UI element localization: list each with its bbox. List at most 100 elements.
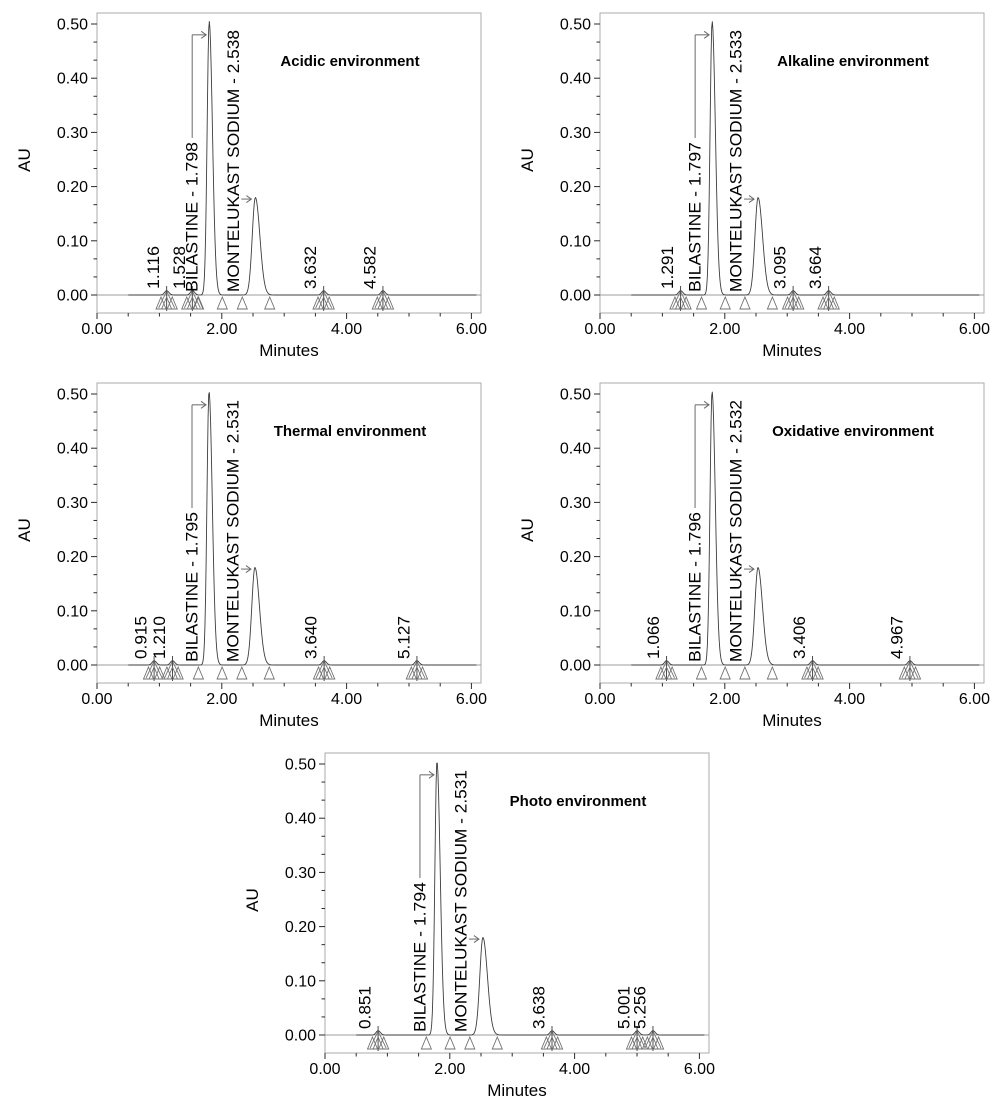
- integration-triangle: [766, 295, 779, 310]
- y-tick-label: 0.00: [560, 658, 591, 675]
- chromatogram-trace: [128, 392, 477, 666]
- y-tick-label: 0.20: [560, 549, 591, 566]
- y-tick-label: 0.10: [560, 603, 591, 620]
- integration-triangle: [898, 665, 910, 680]
- chromatogram-trace: [128, 21, 477, 296]
- y-tick-label: 0.20: [285, 919, 316, 936]
- integration-triangle: [674, 295, 687, 310]
- integration-triangle: [264, 295, 276, 310]
- arrowhead-icon: [245, 565, 252, 573]
- peak-rt-label: 1.116: [144, 246, 163, 289]
- peak-group: MONTELUKAST SODIUM - 2.531: [451, 770, 503, 1050]
- integration-triangle: [904, 665, 916, 680]
- x-axis: 0.00 2.00 4.00 6.00: [309, 1053, 715, 1078]
- integration-triangle: [812, 665, 824, 680]
- arrowhead-icon: [473, 935, 480, 943]
- integration-triangle: [317, 295, 330, 310]
- integration-triangle: [324, 665, 336, 680]
- peak-rt-label: 4.967: [887, 616, 906, 659]
- integration-triangle: [192, 295, 205, 310]
- integration-triangle: [652, 1035, 665, 1050]
- x-tick-label: 6.00: [959, 691, 990, 708]
- peak-rt-label: 4.582: [360, 246, 379, 289]
- x-axis: 0.00 2.00 4.00 6.00: [584, 313, 990, 338]
- integration-triangle: [166, 665, 179, 680]
- y-tick-label: 0.20: [560, 179, 591, 196]
- integration-triangle: [625, 1035, 638, 1050]
- integration-triangle: [793, 295, 805, 310]
- y-tick-label: 0.50: [285, 757, 316, 774]
- peak-group: 4.582: [360, 246, 395, 311]
- peak-rt-label: 0.915: [132, 616, 151, 659]
- chromatogram-plot: 0.00 0.10 0.20 0.30 0.40 0.50 AU 0.00 2.00 4.00 6.…: [518, 382, 990, 730]
- panel-title: Thermal environment: [274, 423, 427, 440]
- integration-triangle: [655, 665, 667, 680]
- peak-group: MONTELUKAST SODIUM - 2.532: [726, 400, 779, 680]
- y-axis: 0.00 0.10 0.20 0.30 0.40 0.50: [560, 387, 600, 675]
- peak-name-label: BILASTINE - 1.795: [183, 512, 202, 662]
- peak-group: 5.127: [394, 616, 429, 681]
- x-tick-label: 2.00: [206, 691, 237, 708]
- integration-triangle: [161, 665, 173, 680]
- integration-triangle: [817, 295, 829, 310]
- y-axis: 0.00 0.10 0.20 0.30 0.40 0.50: [560, 17, 600, 305]
- x-tick-label: 0.00: [584, 691, 615, 708]
- integration-triangle: [420, 1035, 433, 1050]
- arrowhead-icon: [748, 195, 755, 203]
- x-axis-title: Minutes: [259, 341, 319, 360]
- peak-rt-label: 0.851: [356, 986, 375, 1029]
- x-axis: 0.00 2.00 4.00 6.00: [81, 683, 487, 708]
- peak-rt-label: 3.664: [806, 246, 825, 289]
- y-axis: 0.00 0.10 0.20 0.30 0.40 0.50: [285, 757, 325, 1045]
- integration-triangle: [377, 295, 389, 310]
- peak-rt-label: 3.095: [771, 246, 790, 289]
- peak-name-label: BILASTINE - 1.797: [686, 142, 705, 292]
- x-tick-label: 6.00: [456, 691, 487, 708]
- integration-triangle: [631, 1035, 643, 1050]
- y-tick-label: 0.50: [560, 17, 591, 34]
- x-tick-label: 0.00: [309, 1061, 340, 1078]
- chromatogram-trace: [631, 21, 980, 296]
- peak-group: 1.116: [144, 246, 178, 311]
- peak-group: 3.664: [806, 246, 840, 311]
- integration-triangle: [216, 665, 228, 680]
- peak-group: MONTELUKAST SODIUM - 2.533: [727, 30, 779, 310]
- integration-triangle: [551, 1035, 564, 1050]
- peak-group: 0.851: [356, 986, 390, 1051]
- integration-triangle: [491, 1035, 503, 1050]
- integration-triangle: [641, 1035, 654, 1050]
- peak-group: 4.967: [887, 616, 922, 681]
- y-tick-label: 0.40: [285, 811, 316, 828]
- plot-border: [599, 12, 985, 314]
- integration-triangle: [312, 665, 325, 680]
- chromatogram-row-3: 0.00 0.10 0.20 0.30 0.40 0.50 AU 0.00 2.00 4.00 6.…: [0, 740, 1006, 1109]
- integration-triangle: [142, 665, 155, 680]
- integration-triangle: [909, 665, 922, 680]
- y-tick-label: 0.30: [285, 865, 316, 882]
- peak-group: 3.406: [790, 616, 824, 681]
- integration-triangle: [766, 665, 779, 680]
- x-tick-label: 2.00: [709, 321, 740, 338]
- arrowhead-icon: [748, 565, 755, 573]
- chromatogram-panel-photo: 0.00 0.10 0.20 0.30 0.40 0.50 AU 0.00 2.00 4.00 6.…: [228, 740, 731, 1110]
- x-axis: 0.00 2.00 4.00 6.00: [584, 683, 990, 708]
- integration-triangle: [236, 665, 248, 680]
- x-axis-title: Minutes: [259, 711, 319, 730]
- integration-triangle: [323, 295, 335, 310]
- integration-triangle: [263, 665, 275, 680]
- peak-name-label: BILASTINE - 1.794: [410, 882, 429, 1032]
- y-axis-title: AU: [518, 518, 537, 542]
- x-tick-label: 4.00: [331, 691, 362, 708]
- y-axis-title: AU: [243, 888, 262, 912]
- chromatogram-panel-acidic: 0.00 0.10 0.20 0.30 0.40 0.50 AU 0.00 2.00 4.00 6.…: [0, 0, 503, 370]
- y-tick-label: 0.30: [57, 125, 88, 142]
- integration-triangle: [160, 295, 173, 310]
- integration-triangle: [719, 295, 731, 310]
- panel-title: Oxidative environment: [772, 423, 934, 440]
- peak-name-label: MONTELUKAST SODIUM - 2.533: [727, 30, 746, 292]
- integration-triangle: [411, 665, 423, 680]
- y-tick-label: 0.10: [57, 603, 88, 620]
- y-tick-label: 0.00: [285, 1028, 316, 1045]
- peak-name-label: MONTELUKAST SODIUM - 2.538: [224, 30, 243, 292]
- peak-rt-label: 3.632: [301, 246, 320, 289]
